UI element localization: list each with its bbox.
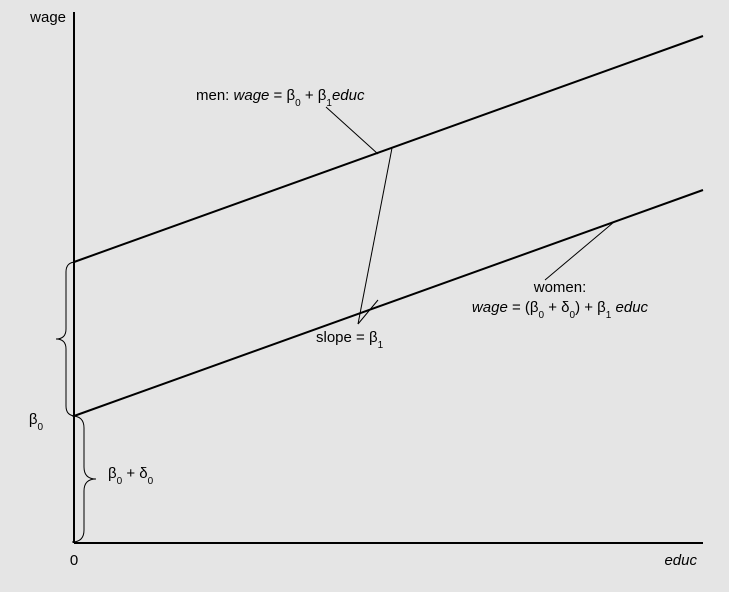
beta0-delta0-brace xyxy=(72,416,96,542)
women-label-leader xyxy=(545,222,614,280)
women-equation-label-line1: women: xyxy=(533,279,587,296)
origin-label: 0 xyxy=(70,552,78,569)
men-line xyxy=(74,36,703,262)
wage-educ-diagram: wage educ 0 men: wage = β0 + β1educ wome… xyxy=(0,0,729,592)
beta0-label: β0 xyxy=(29,411,44,433)
women-line xyxy=(74,190,703,416)
beta0-delta0-label: β0 + δ0 xyxy=(108,465,154,487)
women-prefix: women: xyxy=(533,279,587,296)
slope-label: slope = β1 xyxy=(316,329,384,351)
y-axis-label: wage xyxy=(29,9,66,26)
diagram-svg: wage educ 0 men: wage = β0 + β1educ wome… xyxy=(0,0,729,592)
men-label-leader xyxy=(326,107,378,154)
men-equation-label: men: wage = β0 + β1educ xyxy=(196,87,365,109)
men-prefix: men: xyxy=(196,87,234,104)
x-axis-label: educ xyxy=(664,552,697,569)
slope-leader-2 xyxy=(358,148,392,324)
women-equation-label-line2: wage = (β0 + δ0) + β1 educ xyxy=(472,299,649,321)
